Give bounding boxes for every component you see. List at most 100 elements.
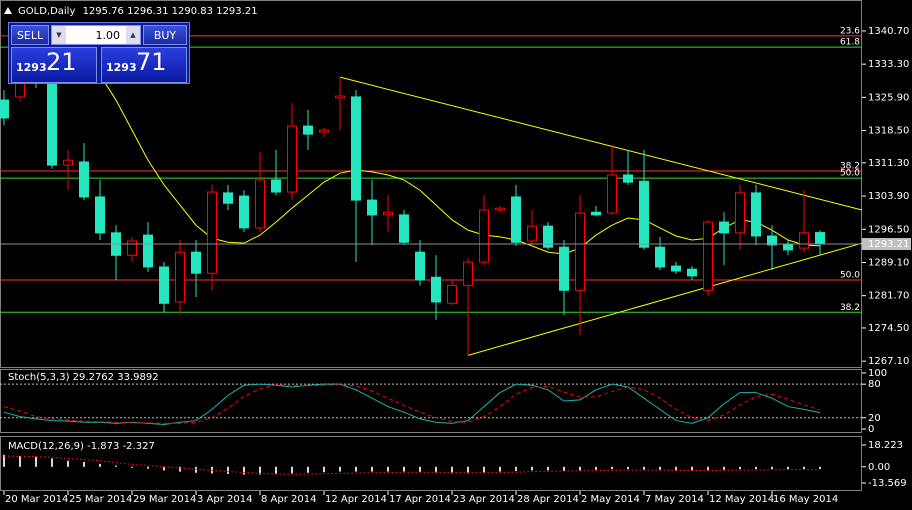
candle-body [655,246,665,268]
macd-bar [131,466,133,468]
fib-level-label: 50.0 [840,270,860,280]
y-tick-label: 1318.50 [868,126,909,137]
ohlc-high: 1296.31 [127,6,168,17]
macd-bar [643,466,645,470]
macd-bar [611,466,613,470]
x-tick-label: 20 Mar 2014 [5,494,68,505]
candle-body [463,261,473,286]
lot-up[interactable]: ▲ [126,26,140,44]
candle-body [591,211,601,216]
candle-body [319,129,329,133]
fib-level-label: 38.2 [840,303,860,313]
candle-body [735,192,745,234]
main-panel-border [0,0,862,368]
macd-bar [531,466,533,471]
candle-body [783,244,793,251]
candle-body [175,251,185,303]
y-tick-label: 0 [868,424,874,435]
candle-body [287,125,297,193]
x-tick-label: 23 Apr 2014 [453,494,515,505]
macd-panel-border [0,436,862,491]
menu-icon[interactable] [4,7,12,14]
chart-header: GOLD,Daily 1295.76 1296.31 1290.83 1293.… [18,6,258,17]
stoch-line [3,383,821,425]
y-tick-label: 1296.50 [868,224,909,235]
macd-bar [675,466,677,471]
current-price-label: 1293.21 [868,239,909,250]
candle-body [271,179,281,193]
macd-bar [739,466,741,470]
ask-price[interactable]: 1293 71 [101,47,187,83]
macd-bar [467,466,469,474]
candle-body [127,240,137,256]
x-tick-label: 16 May 2014 [773,494,838,505]
stoch-line [3,384,821,424]
macd-bar [19,456,21,467]
candle-body [351,96,361,201]
x-tick-label: 12 Apr 2014 [325,494,387,505]
x-tick-label: 28 Apr 2014 [517,494,579,505]
buy-button[interactable]: BUY [143,25,187,45]
macd-bar [3,454,5,467]
ask-pips: 71 [136,48,167,76]
one-click-trading: SELL ▼ 1.00 ▲ BUY 1293 21 1293 71 [8,22,190,84]
y-tick-label: 1311.30 [868,158,909,169]
candle-body [815,232,825,245]
stoch-panel-border [0,369,862,433]
trendline [467,242,863,356]
macd-bar [259,466,261,475]
lot-field[interactable]: ▼ 1.00 ▲ [51,25,141,45]
candle-body [415,251,425,281]
macd-bar [515,466,517,471]
macd-bar [195,466,197,473]
stoch-header: Stoch(5,3,3) 29.2762 33.9892 [8,372,159,383]
candle-body [191,251,201,274]
macd-bar [99,463,101,467]
macd-bar [387,466,389,472]
y-tick-label: 80 [868,379,881,390]
macd-bar [419,466,421,473]
ask-main: 1293 [106,61,137,74]
macd-bar [595,466,597,470]
macd-title: MACD(12,26,9) [8,441,84,452]
y-tick-label: 20 [868,413,881,424]
bid-pips: 21 [46,48,77,76]
lot-down[interactable]: ▼ [52,26,66,44]
fib-level-label: 61.8 [840,38,860,48]
candle-body [511,196,521,243]
bid-price[interactable]: 1293 21 [11,47,97,83]
macd-bar [371,466,373,472]
candle-body [687,268,697,277]
fib-level-label: 38.2 [840,161,860,171]
macd-bar [707,466,709,471]
y-tick-label: 1333.30 [868,59,909,70]
current-price-box [862,238,911,251]
trendline [339,76,863,211]
candle-body [159,266,169,304]
y-tick-label: 1340.70 [868,26,909,37]
macd-bar [451,466,453,474]
candle-body [95,196,105,234]
candle-body [303,125,313,135]
ohlc-close: 1293.21 [216,6,257,17]
macd-main: -1.873 [87,441,119,452]
candle-body [47,79,57,166]
macd-bar [291,466,293,474]
y-tick-label: -13.569 [868,478,907,489]
y-tick-label: 100 [868,368,887,379]
macd-bar [163,466,165,471]
ohlc-open: 1295.76 [83,6,124,17]
sell-button[interactable]: SELL [11,25,49,45]
candle-body [767,235,777,246]
candle-body [799,232,809,249]
macd-bar [579,466,581,471]
candle-body [559,246,569,291]
x-tick-label: 12 May 2014 [709,494,774,505]
macd-bar [179,466,181,472]
x-tick-label: 25 Mar 2014 [69,494,132,505]
x-tick-label: 2 May 2014 [581,494,640,505]
x-tick-label: 17 Apr 2014 [389,494,451,505]
macd-bar [771,466,773,470]
macd-bar [627,466,629,470]
